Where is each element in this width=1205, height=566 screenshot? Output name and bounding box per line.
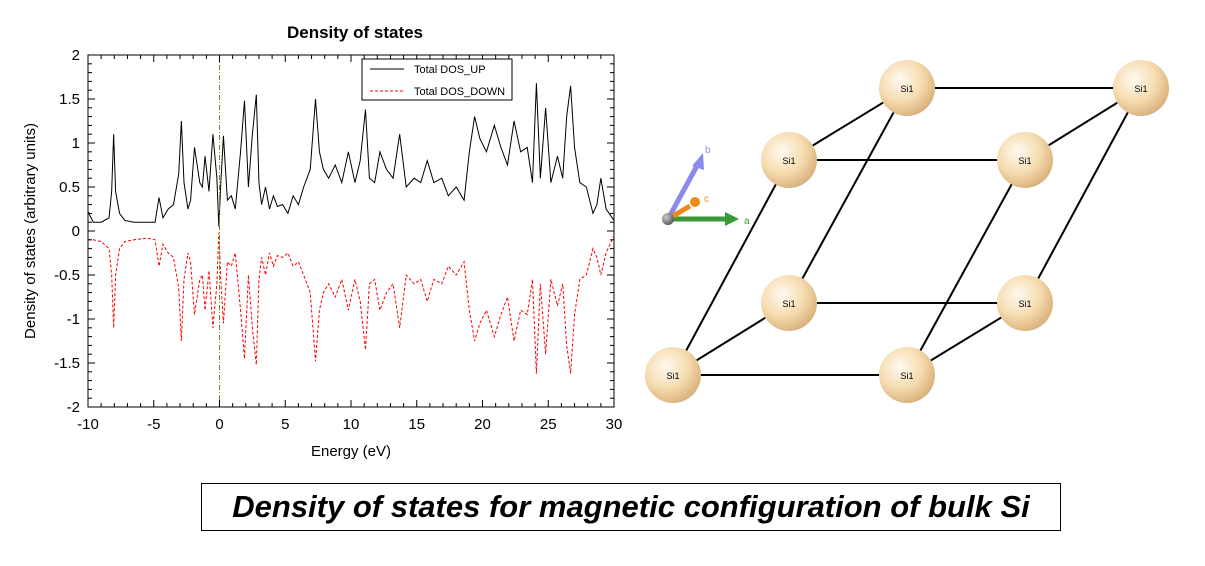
x-tick-label: 15	[408, 416, 425, 433]
chart-legend: Total DOS_UP Total DOS_DOWN	[361, 58, 513, 101]
x-tick-label: 10	[343, 416, 360, 433]
dos-chart: Density of states -10 -5 0 5 10 15 20 25 30 21.5…	[22, 23, 622, 460]
x-tick-label: 30	[606, 416, 623, 433]
cell-edge	[1024, 87, 1142, 304]
atom-label: Si1	[900, 371, 913, 381]
atom-si1: Si1	[1113, 60, 1169, 116]
atom-si1: Si1	[761, 132, 817, 188]
series-line-dos-down	[88, 232, 615, 374]
figure-caption: Density of states for magnetic configura…	[232, 489, 1030, 524]
x-axis: -10 -5 0 5 10 15 20 25 30	[77, 55, 622, 433]
series-layer	[87, 83, 615, 374]
atom-label: Si1	[666, 371, 679, 381]
atom-label: Si1	[1018, 299, 1031, 309]
axis-c-arrowhead	[690, 197, 700, 207]
axis-a-label: a	[744, 216, 750, 227]
unit-cell-edges	[672, 87, 1142, 376]
x-axis-label: Energy (eV)	[311, 443, 391, 460]
atom-si1: Si1	[997, 132, 1053, 188]
cell-edge	[906, 159, 1026, 376]
legend-box	[361, 58, 513, 101]
legend-label-up: Total DOS_UP	[414, 64, 486, 76]
axis-c-label: c	[704, 194, 709, 205]
atom-si1: Si1	[879, 347, 935, 403]
axis-b-arrowhead	[692, 153, 704, 170]
atom-label: Si1	[782, 156, 795, 166]
atom-si1: Si1	[997, 275, 1053, 331]
crystal-structure: Si1 Si1 Si1 Si1 Si1 Si1	[645, 60, 1169, 403]
y-tick-label: -0.5	[54, 267, 80, 284]
y-tick-label: 1	[72, 135, 80, 152]
atom-si1: Si1	[645, 347, 701, 403]
x-tick-label: 25	[540, 416, 557, 433]
atoms: Si1 Si1 Si1 Si1 Si1 Si1	[645, 60, 1169, 403]
y-tick-label: -2	[67, 399, 80, 416]
crystal-axes-indicator: b a c	[662, 145, 750, 227]
caption-box: Density of states for magnetic configura…	[201, 483, 1061, 531]
atom-label: Si1	[782, 299, 795, 309]
y-axis: 2 1.5 1 0.5 0 -0.5 -1 -1.5 -2	[54, 47, 614, 416]
atom-label: Si1	[1018, 156, 1031, 166]
x-tick-label: 5	[281, 416, 289, 433]
chart-title: Density of states	[287, 23, 423, 42]
cell-edge	[672, 159, 790, 376]
x-tick-label: 0	[215, 416, 223, 433]
plot-area	[87, 54, 615, 408]
axis-b-arrow	[665, 162, 701, 221]
atom-label: Si1	[1134, 84, 1147, 94]
y-tick-label: 2	[72, 47, 80, 64]
y-tick-label: 0	[72, 223, 80, 240]
axes-origin-icon	[662, 213, 674, 225]
axis-a-arrowhead	[725, 212, 739, 226]
legend-label-down: Total DOS_DOWN	[414, 86, 505, 98]
series-line-dos-up	[87, 83, 615, 227]
atom-si1: Si1	[879, 60, 935, 116]
y-axis-label: Density of states (arbitrary units)	[22, 123, 39, 339]
y-tick-label: -1.5	[54, 355, 80, 372]
x-tick-label: -5	[147, 416, 160, 433]
y-tick-label: 1.5	[59, 91, 80, 108]
axis-b-label: b	[705, 145, 711, 156]
x-tick-label: -10	[77, 416, 99, 433]
cell-edge	[788, 87, 908, 304]
y-tick-label: -1	[67, 311, 80, 328]
atom-label: Si1	[900, 84, 913, 94]
atom-si1: Si1	[761, 275, 817, 331]
y-tick-label: 0.5	[59, 179, 80, 196]
x-tick-label: 20	[474, 416, 491, 433]
